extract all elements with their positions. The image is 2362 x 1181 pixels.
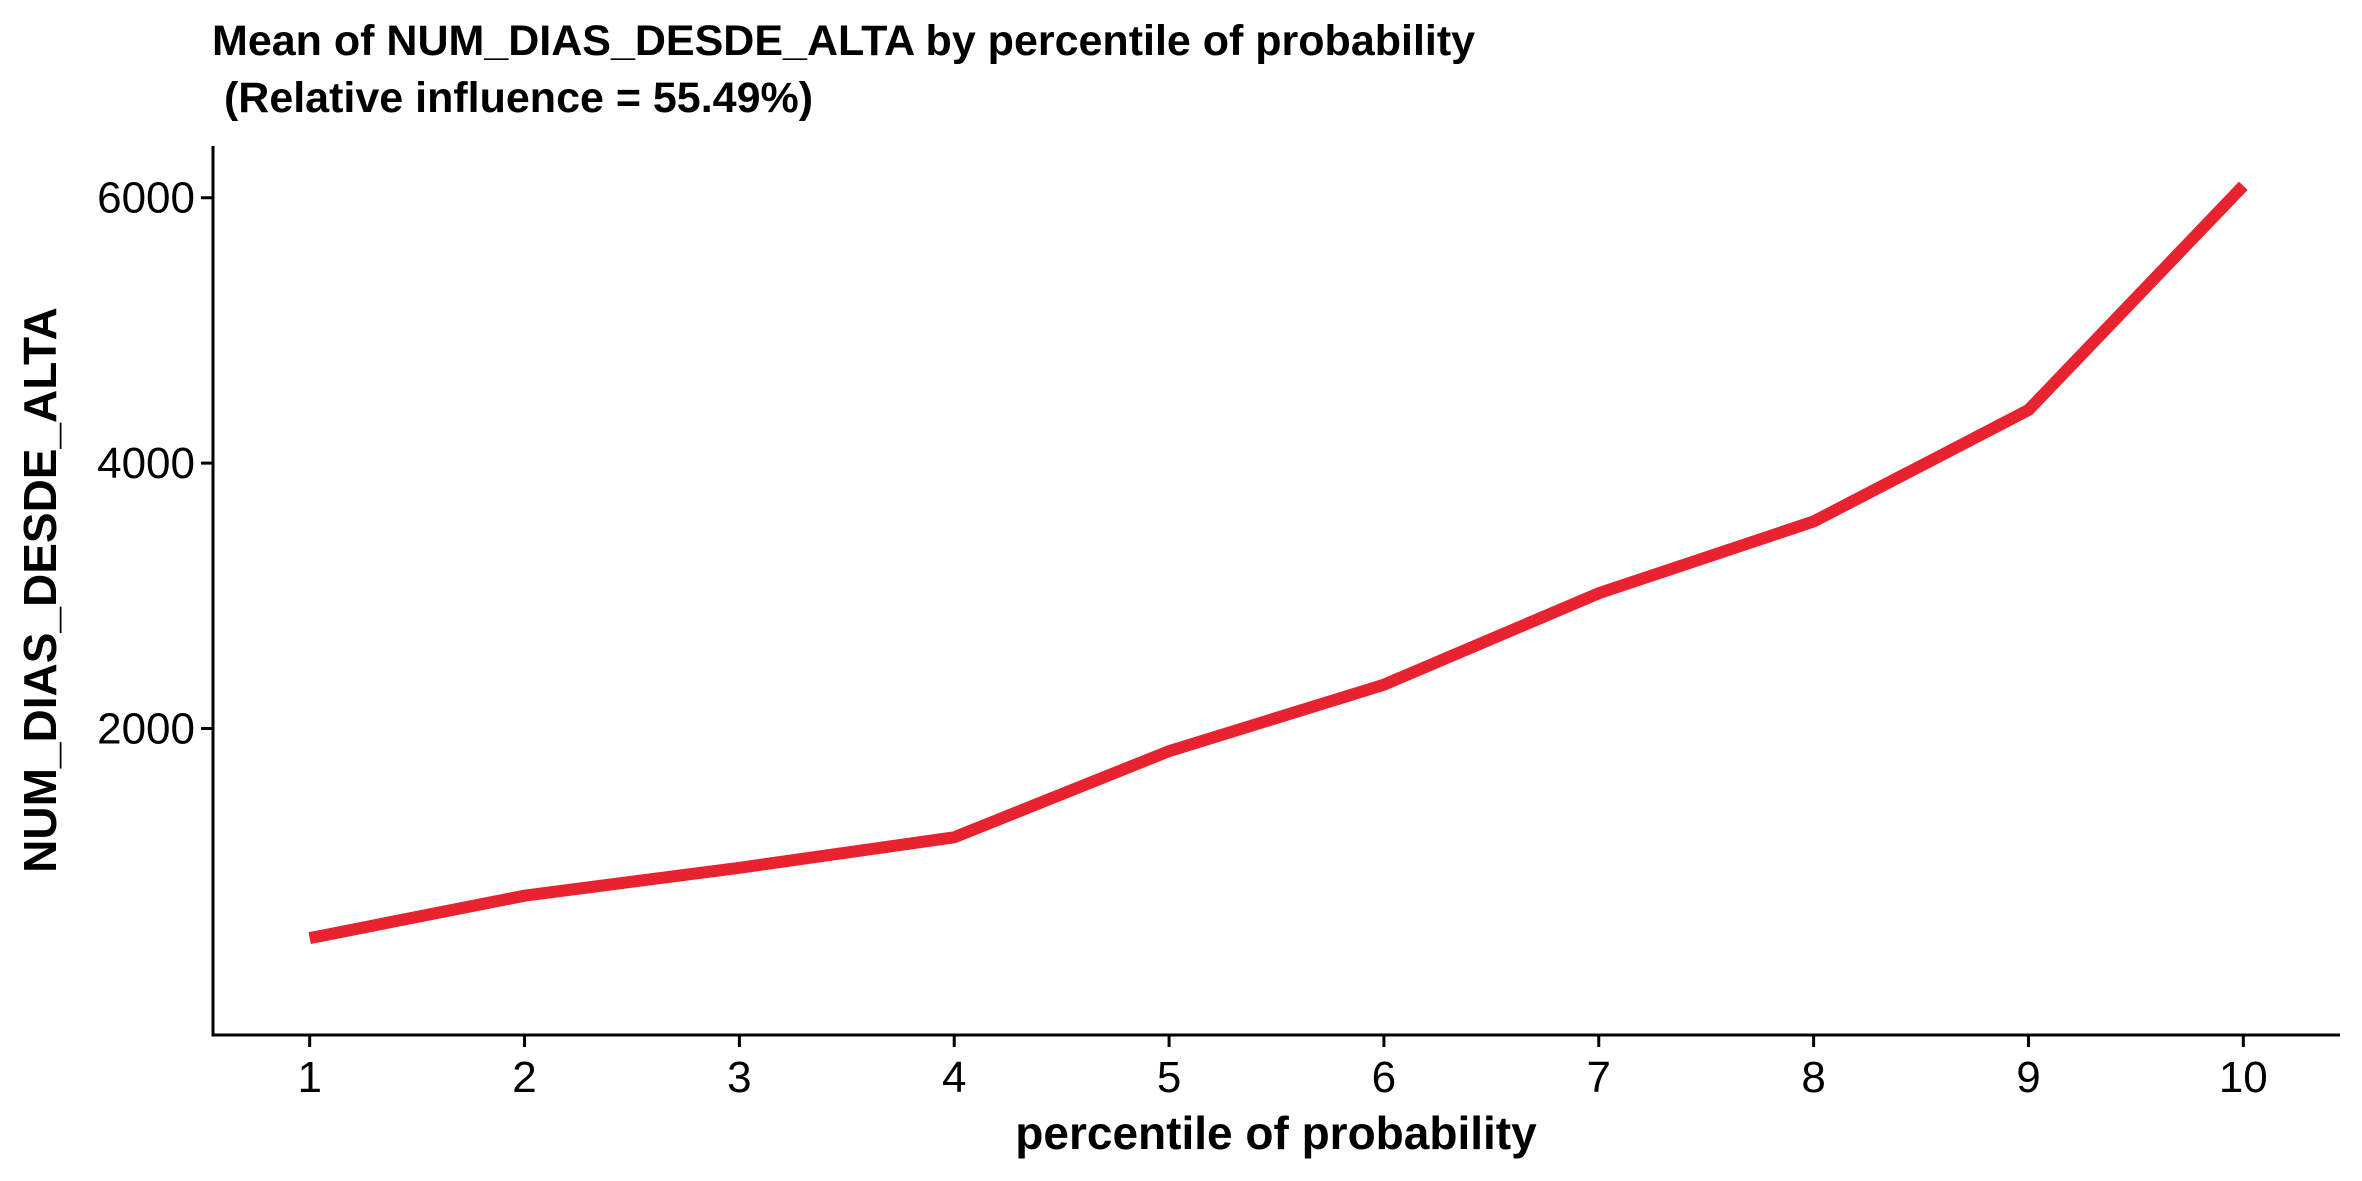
series-line (308, 181, 2248, 944)
x-tick-label: 7 (1587, 1053, 1611, 1102)
data-point (1163, 745, 1175, 757)
x-tick-label: 3 (727, 1053, 751, 1102)
x-axis-ticks: 1 2 3 4 5 6 7 8 9 10 (297, 1035, 2268, 1102)
data-point (304, 932, 316, 944)
chart-title-line2: (Relative influence = 55.49%) (212, 74, 813, 122)
data-point (948, 831, 960, 843)
data-point (2237, 180, 2249, 192)
data-point (733, 862, 745, 874)
x-tick-label: 2 (512, 1053, 536, 1102)
data-point (1593, 587, 1605, 599)
plot-area (304, 180, 2249, 944)
data-point (2022, 404, 2034, 416)
x-tick-label: 8 (1801, 1053, 1825, 1102)
y-axis-ticks: 2000 4000 6000 (97, 174, 213, 753)
data-point (1808, 516, 1820, 528)
x-axis-title: percentile of probability (1015, 1107, 1537, 1159)
x-tick-label: 9 (2016, 1053, 2040, 1102)
y-axis-title: NUM_DIAS_DESDE_ALTA (14, 307, 66, 873)
data-point (519, 890, 531, 902)
y-tick-label: 6000 (97, 174, 195, 223)
x-tick-label: 4 (942, 1053, 966, 1102)
x-tick-label: 1 (297, 1053, 321, 1102)
x-tick-label: 6 (1372, 1053, 1396, 1102)
y-tick-label: 4000 (97, 439, 195, 488)
chart-title-line1: Mean of NUM_DIAS_DESDE_ALTA by percentil… (212, 17, 1475, 65)
x-tick-label: 5 (1157, 1053, 1181, 1102)
y-tick-label: 2000 (97, 704, 195, 753)
x-tick-label: 10 (2219, 1053, 2268, 1102)
data-point (1378, 679, 1390, 691)
